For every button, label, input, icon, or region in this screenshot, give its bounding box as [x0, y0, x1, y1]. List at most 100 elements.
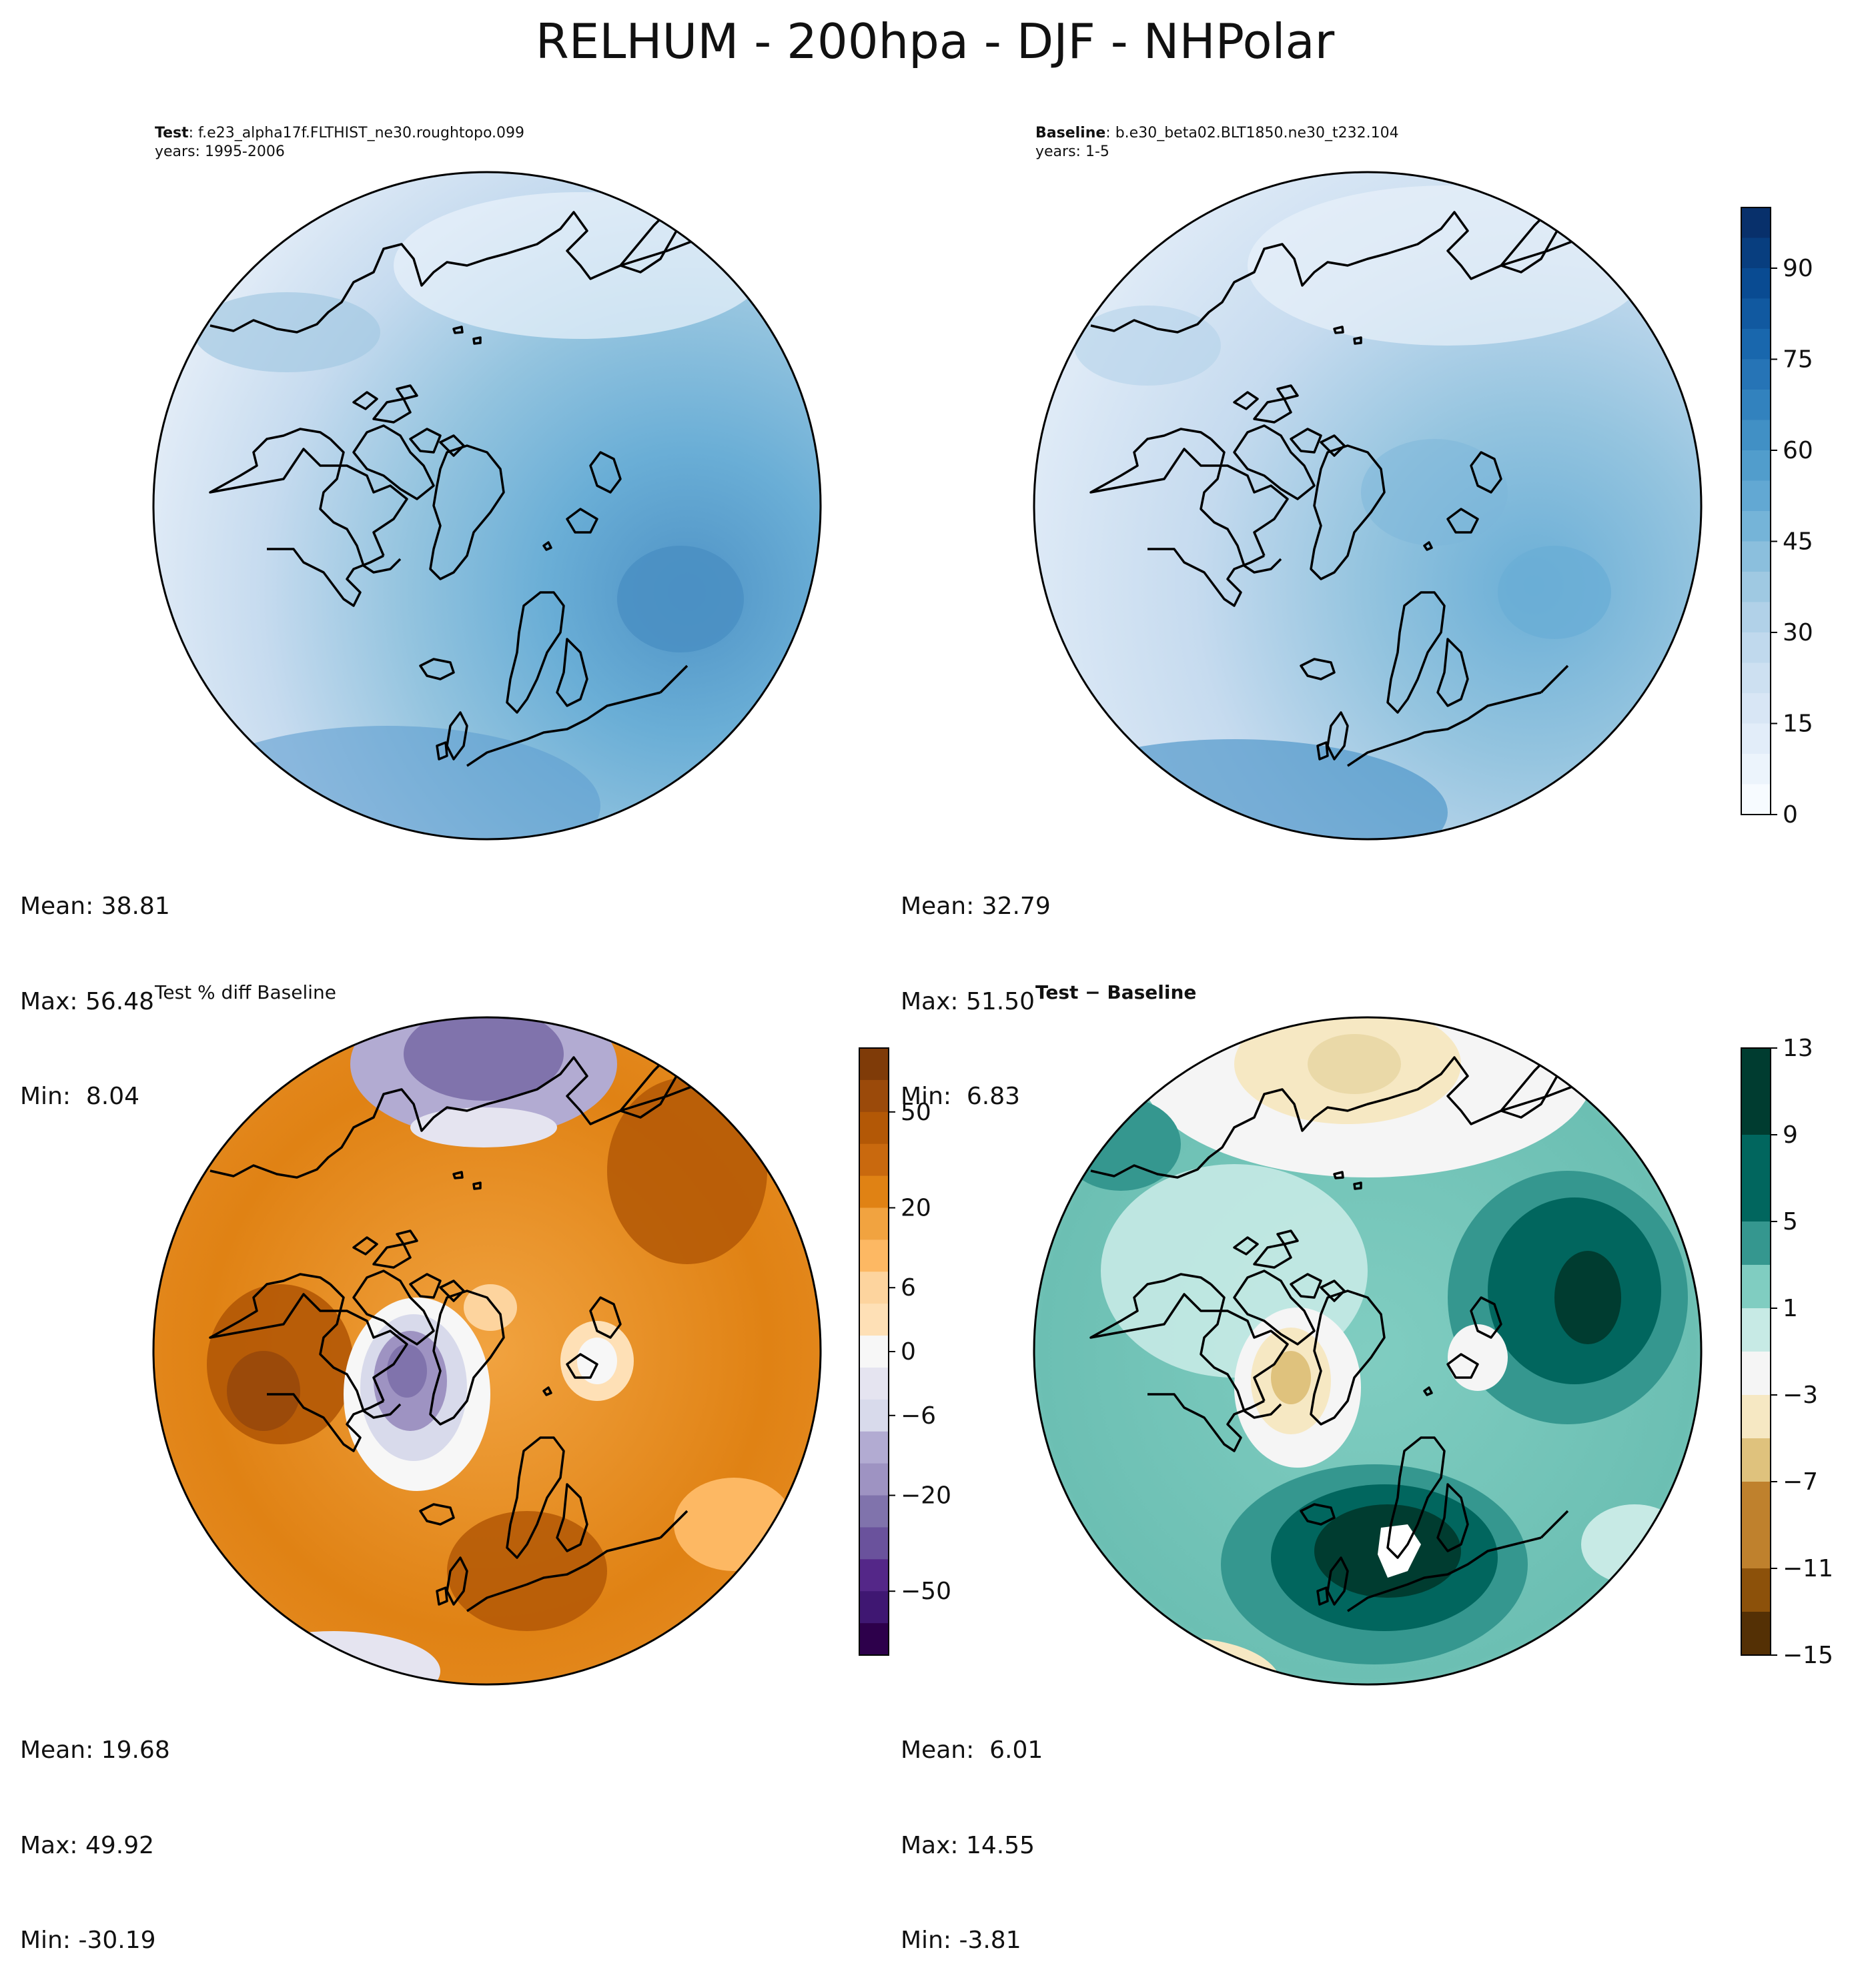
pctdiff-colorbar-swatch — [859, 1527, 889, 1560]
baseline-mean: Mean: 32.79 — [901, 893, 1051, 921]
pctdiff-colorbar-tick-label: 20 — [901, 1194, 931, 1221]
diff-colorbar-tick-label: 9 — [1783, 1121, 1798, 1149]
relhum-colorbar-tick-label: 90 — [1783, 255, 1813, 282]
test-map — [152, 171, 822, 841]
test-case-name: : f.e23_alpha17f.FLTHIST_ne30.roughtopo.… — [188, 125, 525, 141]
relhum-colorbar-swatch — [1741, 390, 1771, 421]
relhum-colorbar-tick-label: 75 — [1783, 346, 1813, 374]
diff-colorbar-tick-label: 1 — [1783, 1295, 1798, 1322]
diff-colorbar-swatch — [1741, 1178, 1771, 1222]
diff-colorbar-swatch — [1741, 1568, 1771, 1612]
diff-colorbar: 13 9 5 1 −3 −7 −11 −15 — [1741, 1035, 1833, 1669]
pctdiff-colorbar-tick-label: 6 — [901, 1274, 916, 1302]
diff-panel-title: Test − Baseline — [1035, 981, 1197, 1003]
pctdiff-max: Max: 49.92 — [20, 1831, 155, 1859]
relhum-colorbar-swatch — [1741, 237, 1771, 269]
relhum-colorbar-swatch — [1741, 572, 1771, 603]
relhum-colorbar-swatch — [1741, 480, 1771, 512]
pctdiff-colorbar-swatch — [859, 1367, 889, 1400]
diff-colorbar-swatch — [1741, 1438, 1771, 1482]
baseline-map — [1033, 171, 1703, 841]
pctdiff-colorbar-swatch — [859, 1431, 889, 1464]
diff-colorbar-tick-label: −15 — [1783, 1642, 1833, 1669]
relhum-colorbar-tick-label: 15 — [1783, 710, 1813, 738]
relhum-colorbar-swatch — [1741, 268, 1771, 300]
relhum-colorbar-swatch — [1741, 359, 1771, 390]
test-max: Max: 56.48 — [20, 987, 155, 1015]
diff-colorbar-swatch — [1741, 1525, 1771, 1569]
pctdiff-colorbar-swatch — [859, 1048, 889, 1081]
pctdiff-map — [152, 1016, 822, 1686]
relhum-colorbar-swatch — [1741, 207, 1771, 239]
pctdiff-colorbar: 50 20 6 0 −6 −20 −50 — [859, 1047, 951, 1656]
diff-colorbar-swatch — [1741, 1482, 1771, 1526]
relhum-colorbar-swatch — [1741, 723, 1771, 755]
relhum-colorbar-tick-label: 45 — [1783, 528, 1813, 556]
diff-colorbar-swatch — [1741, 1612, 1771, 1656]
relhum-colorbar: 0 15 30 45 60 75 90 — [1741, 207, 1813, 829]
pctdiff-colorbar-swatch — [859, 1399, 889, 1432]
diff-colorbar-tick-label: −7 — [1783, 1468, 1818, 1496]
test-mean: Mean: 38.81 — [20, 893, 170, 921]
relhum-colorbar-swatch — [1741, 662, 1771, 694]
relhum-colorbar-swatch — [1741, 541, 1771, 572]
pctdiff-colorbar-swatch — [859, 1272, 889, 1304]
test-panel-title: Test: f.e23_alpha17f.FLTHIST_ne30.rought… — [155, 124, 524, 161]
baseline-label: Baseline — [1035, 125, 1106, 141]
pctdiff-colorbar-tick-label: −20 — [901, 1482, 951, 1510]
test-stats: Mean: 38.81 Max: 56.48 Min: 8.04 — [20, 827, 170, 1144]
baseline-case-name: : b.e30_beta02.BLT1850.ne30_t232.104 — [1105, 125, 1399, 141]
pctdiff-colorbar-swatch — [859, 1495, 889, 1528]
diff-colorbar-swatch — [1741, 1091, 1771, 1135]
baseline-stats: Mean: 32.79 Max: 51.50 Min: 6.83 — [901, 827, 1051, 1144]
pctdiff-colorbar-swatch — [859, 1207, 889, 1240]
diff-colorbar-tick-label: 5 — [1783, 1208, 1798, 1235]
diff-min: Min: -3.81 — [901, 1927, 1021, 1955]
diff-colorbar-tick-label: −11 — [1783, 1555, 1833, 1582]
relhum-colorbar-swatch — [1741, 450, 1771, 482]
diff-map — [1033, 1016, 1703, 1686]
relhum-colorbar-swatch — [1741, 754, 1771, 785]
pctdiff-colorbar-swatch — [859, 1623, 889, 1656]
pctdiff-colorbar-swatch — [859, 1559, 889, 1592]
test-years: years: 1995-2006 — [155, 143, 285, 160]
diff-colorbar-swatch — [1741, 1265, 1771, 1309]
baseline-years: years: 1-5 — [1035, 143, 1109, 160]
relhum-colorbar-swatch — [1741, 420, 1771, 451]
diff-colorbar-swatch — [1741, 1135, 1771, 1179]
pctdiff-colorbar-swatch — [859, 1239, 889, 1272]
pctdiff-colorbar-swatch — [859, 1175, 889, 1209]
pctdiff-colorbar-swatch — [859, 1111, 889, 1145]
diff-stats: Mean: 6.01 Max: 14.55 Min: -3.81 — [901, 1671, 1043, 1988]
diff-colorbar-tick-label: −3 — [1783, 1382, 1818, 1409]
pctdiff-colorbar-swatch — [859, 1079, 889, 1113]
pctdiff-colorbar-swatch — [859, 1304, 889, 1336]
relhum-colorbar-swatch — [1741, 693, 1771, 724]
diff-colorbar-swatch — [1741, 1395, 1771, 1439]
pctdiff-colorbar-tick-label: 50 — [901, 1099, 931, 1126]
diff-colorbar-swatch — [1741, 1048, 1771, 1092]
pctdiff-min: Min: -30.19 — [20, 1927, 156, 1955]
relhum-colorbar-tick-label: 30 — [1783, 619, 1813, 646]
figure-title: RELHUM - 200hpa - DJF - NHPolar — [535, 13, 1335, 69]
relhum-colorbar-swatch — [1741, 602, 1771, 633]
relhum-colorbar-swatch — [1741, 632, 1771, 664]
pctdiff-panel-title: Test % diff Baseline — [155, 981, 337, 1003]
pctdiff-colorbar-swatch — [859, 1336, 889, 1368]
diff-colorbar-swatch — [1741, 1308, 1771, 1352]
diff-max: Max: 14.55 — [901, 1831, 1035, 1859]
pctdiff-stats: Mean: 19.68 Max: 49.92 Min: -30.19 — [20, 1671, 170, 1988]
diff-colorbar-swatch — [1741, 1221, 1771, 1266]
pctdiff-colorbar-swatch — [859, 1591, 889, 1624]
baseline-max: Max: 51.50 — [901, 987, 1035, 1015]
relhum-colorbar-swatch — [1741, 511, 1771, 542]
test-label: Test — [155, 125, 189, 141]
pctdiff-colorbar-swatch — [859, 1463, 889, 1496]
relhum-colorbar-swatch — [1741, 298, 1771, 330]
baseline-panel-title: Baseline: b.e30_beta02.BLT1850.ne30_t232… — [1035, 124, 1399, 161]
pctdiff-mean: Mean: 19.68 — [20, 1736, 170, 1765]
relhum-colorbar-swatch — [1741, 784, 1771, 815]
pctdiff-colorbar-tick-label: −6 — [901, 1402, 936, 1430]
baseline-min: Min: 6.83 — [901, 1083, 1021, 1111]
relhum-colorbar-swatch — [1741, 329, 1771, 360]
